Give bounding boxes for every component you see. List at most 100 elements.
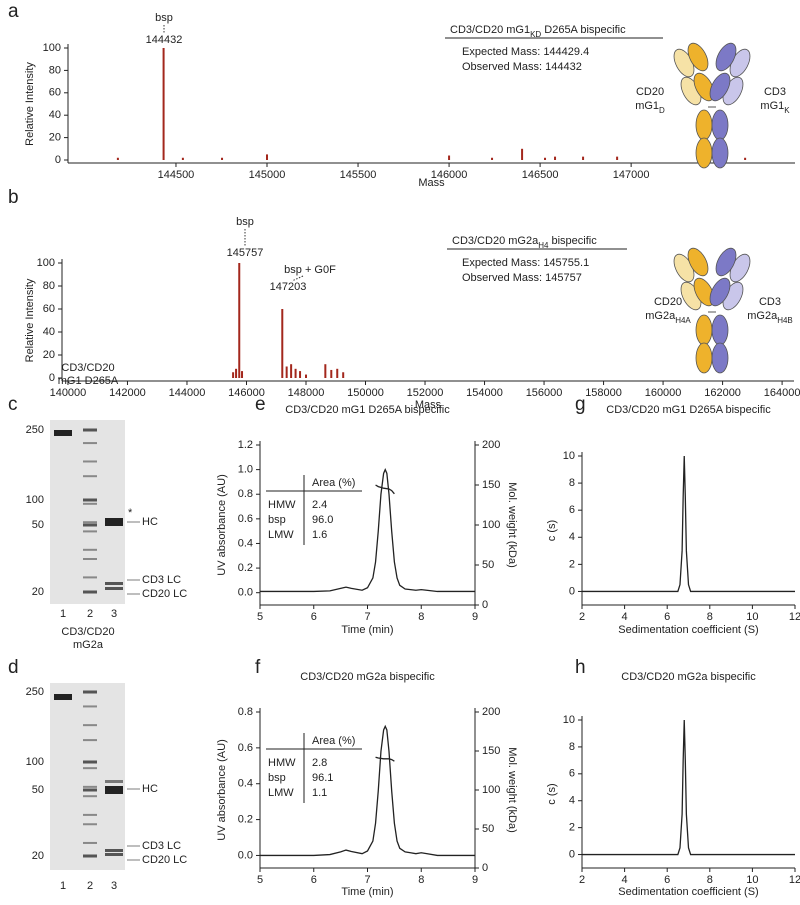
peak (241, 371, 244, 378)
y-tick-label: 4 (569, 795, 575, 807)
y-tick-label: 0 (55, 154, 61, 166)
x-tick-label: 6 (664, 611, 670, 623)
x-axis-label: Time (min) (341, 624, 393, 636)
gel-image (50, 420, 125, 604)
y2-tick-label: 150 (482, 745, 500, 757)
y-tick-label: 6 (569, 504, 575, 516)
diagram-chain-main: mG2a (645, 310, 676, 322)
diagram-target: CD3 (759, 296, 781, 308)
diagram-chain-main: mG1 (635, 100, 659, 112)
y-tick-label: 2 (569, 822, 575, 834)
x-axis-label: Time (min) (341, 886, 393, 898)
peak (232, 372, 235, 378)
y-tick-label: 0.4 (238, 537, 253, 549)
peak (299, 371, 302, 378)
y2-tick-label: 100 (482, 784, 500, 796)
lane-number: 2 (87, 880, 93, 892)
diagram-target: CD3 (764, 86, 786, 98)
x-tick-label: 6 (311, 611, 317, 623)
trace-line (260, 724, 475, 857)
y-tick-label: 1.2 (238, 439, 253, 451)
antibody-domain (695, 109, 713, 141)
y-tick-label: 0.0 (238, 849, 253, 861)
gel-band (105, 587, 123, 590)
ladder-band (83, 502, 97, 505)
info-line: Observed Mass: 144432 (462, 61, 582, 73)
x-tick-label: 9 (472, 611, 478, 623)
peak (162, 48, 165, 160)
mw-marker: 20 (32, 586, 44, 598)
info-title-main: CD3/CD20 mG1 (450, 24, 530, 36)
peak (235, 368, 238, 378)
diagram-chain-sub: K (784, 106, 790, 115)
mw-line (375, 756, 395, 762)
table-rowname: LMW (268, 529, 294, 541)
x-tick-label: 156000 (526, 387, 563, 399)
antibody-domain (693, 277, 715, 307)
diagram-chain-sub: H4B (777, 316, 793, 325)
x-tick-label: 164000 (764, 387, 800, 399)
y-tick-label: 4 (569, 531, 575, 543)
x-axis-label: Mass (418, 177, 445, 189)
mw-line (375, 484, 395, 495)
diagram-chain: mG1D (635, 100, 665, 115)
gel-band (54, 694, 72, 700)
diagram-chain-sub: H4A (675, 316, 691, 325)
ladder-band (83, 475, 97, 478)
antibody-domain (687, 247, 709, 277)
gel-image (50, 683, 125, 870)
x-tick-label: 145000 (249, 169, 286, 181)
y2-tick-label: 200 (482, 439, 500, 451)
x-tick-label: 140000 (50, 387, 87, 399)
y-tick-label: 40 (49, 109, 61, 121)
x-tick-label: 152000 (407, 387, 444, 399)
y-tick-label: 8 (569, 741, 575, 753)
peak (616, 156, 619, 160)
ladder-band (83, 705, 97, 708)
y-tick-label: 0 (569, 848, 575, 860)
x-tick-label: 154000 (466, 387, 503, 399)
info-title: CD3/CD20 mG2aH4 bispecific (452, 235, 597, 250)
panel-label: h (575, 657, 586, 678)
peak (330, 369, 333, 378)
panel-label: c (8, 394, 18, 415)
table-value: 96.1 (312, 772, 333, 784)
x-tick-label: 6 (311, 874, 317, 886)
y-tick-label: 0.4 (238, 778, 253, 790)
table-rowname: HMW (268, 757, 296, 769)
x-tick-label: 9 (472, 874, 478, 886)
peak (324, 364, 327, 378)
mw-marker: 20 (32, 850, 44, 862)
x-tick-label: 7 (364, 874, 370, 886)
gel-band (105, 786, 123, 794)
x-tick-label: 144000 (169, 387, 206, 399)
diagram-chain-main: mG1 (760, 100, 784, 112)
chart-title: CD3/CD20 mG1 D265A bispecific (285, 404, 450, 416)
y2-tick-label: 200 (482, 706, 500, 718)
panel-label: g (575, 394, 586, 415)
y2-tick-label: 150 (482, 479, 500, 491)
x-tick-label: 10 (746, 874, 758, 886)
x-tick-label: 2 (579, 874, 585, 886)
y-tick-label: 8 (569, 477, 575, 489)
table-value: 1.6 (312, 529, 327, 541)
x-axis-label: Sedimentation coefficient (S) (618, 886, 758, 898)
antibody-domain (695, 137, 713, 169)
ladder-band (83, 854, 97, 858)
mw-marker: 250 (26, 424, 44, 436)
ladder-band (83, 460, 97, 463)
ladder-band (83, 788, 97, 792)
peak (116, 157, 119, 160)
x-tick-label: 146000 (431, 169, 468, 181)
gel-title: CD3/CD20 (61, 362, 114, 374)
ladder-band (83, 690, 97, 694)
ladder-band (83, 813, 97, 816)
lane-number: 1 (60, 880, 66, 892)
trace-line (582, 719, 795, 856)
x-tick-label: 144500 (158, 169, 195, 181)
y-tick-label: 10 (563, 714, 575, 726)
x-tick-label: 146000 (228, 387, 265, 399)
lane-number: 3 (111, 608, 117, 620)
y-tick-label: 6 (569, 768, 575, 780)
table-value: 1.1 (312, 787, 327, 799)
